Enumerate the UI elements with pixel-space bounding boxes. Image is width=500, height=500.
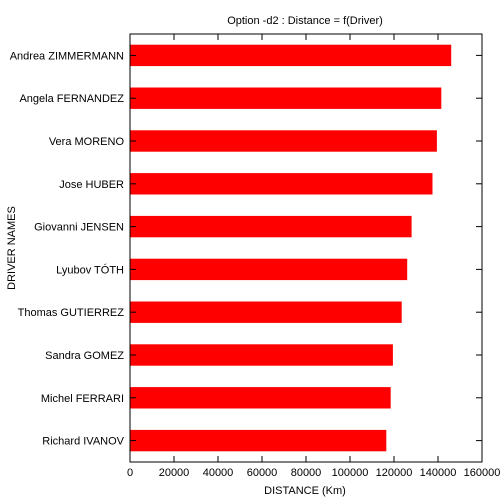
bar bbox=[130, 130, 437, 152]
bars-layer bbox=[130, 44, 452, 452]
x-tick-label: 0 bbox=[127, 467, 133, 479]
x-tick-label: 80000 bbox=[291, 467, 322, 479]
x-tick-label: 20000 bbox=[159, 467, 190, 479]
x-tick-label: 60000 bbox=[247, 467, 278, 479]
x-tick-label: 100000 bbox=[332, 467, 369, 479]
bar bbox=[130, 301, 402, 323]
bar bbox=[130, 87, 442, 109]
y-tick-label: Jose HUBER bbox=[59, 179, 124, 191]
x-axis-label: DISTANCE (Km) bbox=[264, 485, 346, 497]
y-tick-label: Vera MORENO bbox=[49, 136, 125, 148]
y-tick-label: Sandra GOMEZ bbox=[45, 350, 124, 362]
y-tick-label: Angela FERNANDEZ bbox=[19, 93, 124, 105]
chart-title: Option -d2 : Distance = f(Driver) bbox=[227, 15, 383, 27]
y-axis-label: DRIVER NAMES bbox=[6, 206, 18, 290]
y-tick-label: Thomas GUTIERREZ bbox=[18, 307, 125, 319]
ticks-layer: Andrea ZIMMERMANN Angela FERNANDEZ Vera MO… bbox=[10, 34, 500, 479]
bar bbox=[130, 44, 452, 67]
y-tick-label: Lyubov TÓTH bbox=[56, 263, 124, 276]
bar bbox=[130, 429, 387, 452]
x-tick-label: 40000 bbox=[203, 467, 234, 479]
bar bbox=[130, 387, 391, 409]
y-tick-label: Richard IVANOV bbox=[42, 436, 124, 448]
x-tick-label: 160000 bbox=[464, 467, 500, 479]
bar bbox=[130, 173, 433, 195]
y-tick-label: Andrea ZIMMERMANN bbox=[10, 50, 124, 62]
y-tick-label: Michel FERRARI bbox=[41, 393, 124, 405]
y-tick-label: Giovanni JENSEN bbox=[34, 222, 124, 234]
bar bbox=[130, 258, 408, 281]
plot-frame bbox=[129, 33, 483, 463]
bar bbox=[130, 215, 412, 238]
x-tick-label: 140000 bbox=[420, 467, 457, 479]
bar bbox=[130, 344, 393, 366]
x-tick-label: 120000 bbox=[376, 467, 413, 479]
